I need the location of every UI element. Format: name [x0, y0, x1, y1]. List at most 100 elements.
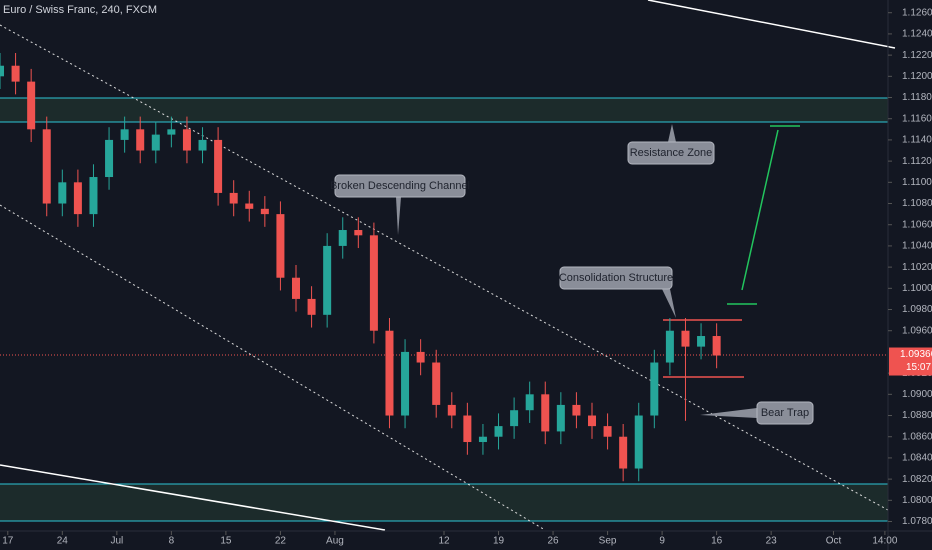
- candle-body: [292, 277, 300, 299]
- candle-body: [681, 330, 690, 347]
- candle-body: [447, 404, 456, 416]
- candle-body: [151, 134, 160, 151]
- candle-body: [432, 362, 441, 405]
- y-tick-label: 1.12200: [902, 50, 932, 61]
- candle-body: [572, 404, 581, 416]
- x-tick-label: 22: [275, 536, 287, 547]
- candle-body: [73, 182, 82, 215]
- candle-body: [463, 415, 472, 443]
- candle-body: [136, 129, 145, 151]
- candle-body: [214, 139, 223, 193]
- y-tick-label: 1.09000: [902, 389, 932, 400]
- candle-body: [556, 404, 565, 432]
- candle-body: [105, 139, 114, 178]
- y-tick-label: 1.08800: [902, 410, 932, 421]
- x-tick-label: 12: [438, 536, 450, 547]
- candle-body: [58, 182, 67, 204]
- callout-box: [559, 266, 673, 290]
- callout-pointer: [700, 408, 757, 418]
- callout-pointer: [396, 197, 401, 235]
- candle-body: [307, 298, 316, 315]
- candle-body: [619, 436, 628, 469]
- candle-body: [494, 426, 503, 437]
- callout-text: Broken Descending Channel: [330, 180, 470, 192]
- channel-lower: [0, 204, 546, 531]
- candle-body: [260, 208, 269, 215]
- y-tick-label: 1.07800: [902, 516, 932, 527]
- y-tick-label: 1.09600: [902, 325, 932, 336]
- y-tick-label: 1.11200: [902, 156, 932, 167]
- callout-text: Consolidation Structure: [559, 272, 673, 284]
- y-tick-label: 1.08400: [902, 453, 932, 464]
- y-tick-label: 1.11600: [902, 113, 932, 124]
- y-tick-label: 1.10400: [902, 241, 932, 252]
- last-price-label: 1.09366: [900, 349, 932, 360]
- candle-body: [89, 177, 98, 215]
- candle-body: [416, 351, 425, 363]
- candle-body: [385, 330, 394, 416]
- x-tick-label: 14:00: [872, 536, 897, 547]
- x-tick-label: 23: [766, 536, 778, 547]
- channel-upper: [0, 24, 889, 511]
- trend-line: [647, 0, 896, 49]
- candle-body: [665, 330, 674, 363]
- callout-box: [334, 174, 466, 198]
- y-tick-label: 1.08000: [902, 495, 932, 506]
- y-tick-label: 1.11400: [902, 135, 932, 146]
- x-tick-label: 8: [169, 536, 175, 547]
- candle-body: [525, 394, 534, 411]
- y-tick-label: 1.11000: [902, 177, 932, 188]
- callout-box: [627, 141, 715, 165]
- x-tick-label: 16: [711, 536, 723, 547]
- candle-body: [27, 81, 36, 130]
- y-tick-label: 1.08200: [902, 474, 932, 485]
- candle-body: [198, 139, 207, 151]
- candle-body: [120, 129, 129, 140]
- x-tick-label: 24: [57, 536, 69, 547]
- target-arrow: [741, 129, 779, 291]
- x-tick-label: 17: [2, 536, 14, 547]
- candle-body: [634, 415, 643, 469]
- candle-body: [541, 394, 550, 432]
- candle-body: [182, 129, 191, 151]
- y-tick-label: 1.09800: [902, 304, 932, 315]
- y-tick-label: 1.12000: [902, 71, 932, 82]
- callout-pointer: [668, 124, 676, 142]
- candle-body: [323, 245, 332, 315]
- callout-text: Bear Trap: [761, 407, 809, 419]
- x-tick-label: 26: [547, 536, 559, 547]
- candle-body: [369, 235, 378, 331]
- support-zone: [0, 484, 888, 521]
- candle-body: [338, 230, 347, 246]
- y-tick-label: 1.10800: [902, 198, 932, 209]
- y-tick-label: 1.11800: [902, 92, 932, 103]
- candle-body: [712, 336, 721, 356]
- y-tick-label: 1.10000: [902, 283, 932, 294]
- candle-body: [697, 336, 706, 347]
- candle-body: [42, 129, 51, 204]
- x-tick-label: 19: [493, 536, 505, 547]
- countdown: 15:07: [906, 362, 931, 373]
- candle-body: [229, 192, 238, 204]
- y-tick-label: 1.10600: [902, 219, 932, 230]
- callout-pointer: [662, 289, 676, 318]
- candle-body: [0, 65, 4, 77]
- candle-body: [478, 436, 487, 443]
- x-tick-label: Sep: [599, 536, 617, 547]
- y-tick-label: 1.10200: [902, 262, 932, 273]
- candle-body: [603, 426, 612, 437]
- callout-text: Resistance Zone: [630, 147, 713, 159]
- y-tick-label: 1.12400: [902, 29, 932, 40]
- candle-body: [510, 410, 519, 427]
- trend-line: [0, 464, 386, 531]
- last-price-box: [889, 347, 932, 376]
- x-tick-label: 9: [659, 536, 665, 547]
- resistance-zone: [0, 98, 888, 122]
- candle-body: [167, 129, 176, 135]
- y-tick-label: 1.12600: [902, 7, 932, 18]
- callout-box: [756, 401, 814, 425]
- candle-body: [401, 351, 410, 416]
- y-tick-label: 1.08600: [902, 431, 932, 442]
- candle-body: [354, 230, 363, 236]
